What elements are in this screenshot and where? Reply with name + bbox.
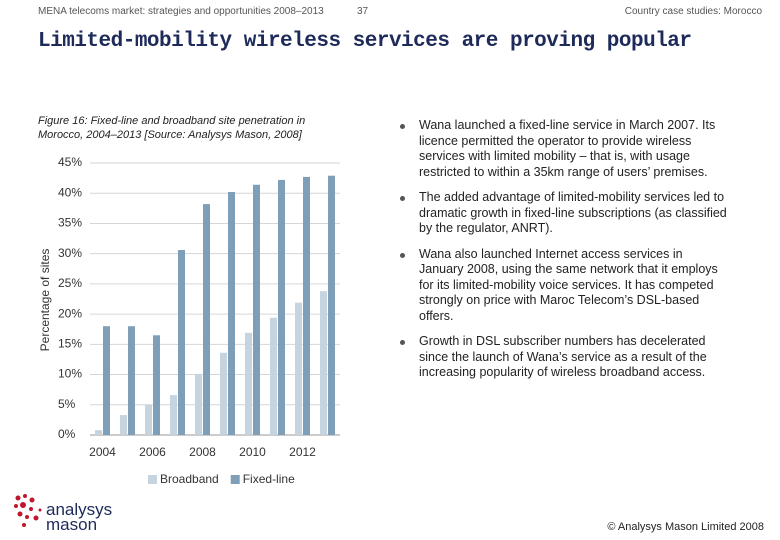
y-axis-label: Percentage of sites [38,249,52,352]
bar [120,415,127,435]
bar [245,332,252,435]
bar [303,176,310,435]
slide-title: Limited-mobility wireless services are p… [38,30,692,53]
bar [220,352,227,435]
legend-label: Broadband [160,472,219,486]
x-tick-label: 2010 [239,445,266,459]
y-tick-label: 45% [58,155,82,169]
page-number: 37 [357,6,369,17]
bar [195,373,202,435]
y-tick-label: 30% [58,246,82,260]
bar [203,204,210,435]
bar [278,179,285,435]
x-tick-label: 2006 [139,445,166,459]
bar [128,326,135,435]
logo-text: analysys mason [46,500,113,534]
y-tick-label: 20% [58,306,82,320]
chart: Percentage of sites 0% 5% 10% 15% 20% 25% 30% 3… [38,155,340,486]
bar [145,404,152,435]
bullet: Growth in DSL subscriber numbers has dec… [398,334,728,381]
bar [178,250,185,435]
figure-caption: Figure 16: Fixed-line and broadband site… [38,115,306,141]
y-tick-label: 35% [58,216,82,230]
y-tick-label: 0% [58,427,76,441]
x-tick-label: 2012 [289,445,316,459]
bar [253,184,260,435]
bar [228,192,235,435]
footer: © Analysys Mason Limited 2008 [607,521,764,533]
logo-line: analysys [46,500,113,519]
bullet-list: Wana launched a fixed-line service in Ma… [398,118,728,391]
bullet: Wana launched a fixed-line service in Ma… [398,118,728,180]
bullet: Wana also launched Internet access servi… [398,247,728,325]
legend-label: Fixed-line [243,472,295,486]
bar [95,430,102,435]
bar [328,175,335,435]
y-tick-label: 5% [58,397,76,411]
header-right: Country case studies: Morocco [624,6,762,17]
x-tick-label: 2008 [189,445,216,459]
logo-mark [14,494,42,527]
bar [153,335,160,435]
bar [295,302,302,435]
bar [320,291,327,435]
legend-swatch [148,475,157,484]
y-tick-label: 25% [58,276,82,290]
bar [270,317,277,435]
bar [170,395,177,435]
y-tick-label: 10% [58,367,82,381]
legend-swatch [230,475,240,484]
bar [103,326,110,435]
logo-line: mason [46,515,98,534]
x-tick-label: 2004 [89,445,116,459]
y-tick-label: 15% [58,337,82,351]
y-tick-label: 40% [58,185,82,199]
header-left: MENA telecoms market: strategies and opp… [38,6,324,17]
bullet: The added advantage of limited-mobility … [398,190,728,237]
